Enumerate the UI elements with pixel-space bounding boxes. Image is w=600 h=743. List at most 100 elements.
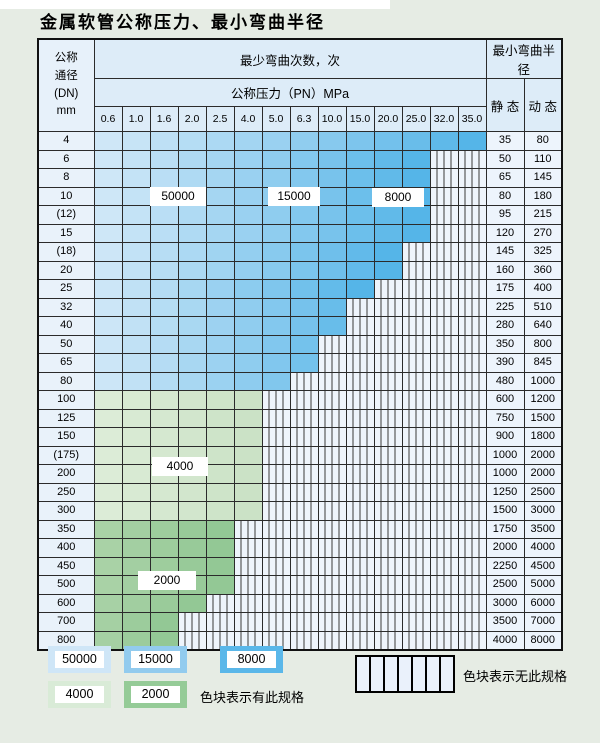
spec-available-cell [177, 538, 207, 558]
spec-unavailable-cell [261, 612, 291, 632]
spec-available-cell [177, 334, 207, 354]
spec-unavailable-cell [457, 334, 487, 354]
dynamic-radius-cell: 1000 [523, 371, 563, 391]
pressure-value-header: 0.6 [93, 106, 123, 132]
spec-available-cell [373, 242, 403, 262]
spec-available-cell [261, 297, 291, 317]
spec-available-cell [233, 353, 263, 373]
spec-unavailable-cell [429, 334, 459, 354]
spec-unavailable-cell [345, 556, 375, 576]
spec-available-cell [373, 149, 403, 169]
spec-available-cell [93, 593, 123, 613]
spec-available-cell [149, 408, 179, 428]
spec-unavailable-cell [429, 575, 459, 595]
static-radius-cell: 65 [485, 168, 525, 188]
spec-available-cell [401, 223, 431, 243]
dynamic-radius-cell: 400 [523, 279, 563, 299]
spec-available-cell [121, 297, 151, 317]
spec-unavailable-cell [429, 408, 459, 428]
spec-available-cell [205, 556, 235, 576]
spec-table: 公称 通径 (DN) mm 最少弯曲次数，次 最小弯曲半径 公称压力（PN）MP… [37, 38, 563, 651]
dynamic-radius-cell: 2500 [523, 482, 563, 502]
spec-available-cell [93, 242, 123, 262]
spec-available-cell [149, 205, 179, 225]
static-radius-cell: 390 [485, 353, 525, 373]
static-radius-cell: 160 [485, 260, 525, 280]
static-radius-cell: 2500 [485, 575, 525, 595]
table-row: 400 2000 4000 [37, 538, 563, 558]
spec-unavailable-cell [401, 519, 431, 539]
spec-unavailable-cell [345, 427, 375, 447]
spec-unavailable-cell [373, 390, 403, 410]
spec-unavailable-cell [429, 519, 459, 539]
table-row: 40 280 640 [37, 316, 563, 336]
spec-unavailable-cell [429, 390, 459, 410]
static-radius-cell: 3500 [485, 612, 525, 632]
spec-unavailable-cell [345, 334, 375, 354]
spec-available-cell [121, 279, 151, 299]
spec-available-cell [205, 445, 235, 465]
dynamic-radius-cell: 800 [523, 334, 563, 354]
spec-unavailable-cell [429, 630, 459, 651]
spec-available-cell [121, 353, 151, 373]
spec-available-cell [149, 519, 179, 539]
spec-available-cell [317, 149, 347, 169]
spec-available-cell [205, 575, 235, 595]
pressure-value-header: 6.3 [289, 106, 319, 132]
spec-available-cell [177, 297, 207, 317]
dn-cell: 100 [37, 390, 95, 410]
spec-available-cell [149, 427, 179, 447]
spec-available-cell [177, 519, 207, 539]
spec-available-cell [93, 519, 123, 539]
spec-available-cell [93, 371, 123, 391]
spec-available-cell [121, 131, 151, 151]
spec-available-cell [93, 445, 123, 465]
static-radius-cell: 95 [485, 205, 525, 225]
spec-unavailable-cell [429, 260, 459, 280]
pressure-value-header: 20.0 [373, 106, 403, 132]
spec-unavailable-cell [317, 427, 347, 447]
spec-available-cell [149, 593, 179, 613]
table-row: 600 3000 6000 [37, 593, 563, 613]
spec-available-cell [261, 334, 291, 354]
spec-unavailable-cell [429, 482, 459, 502]
spec-unavailable-cell [373, 316, 403, 336]
spec-available-cell [93, 205, 123, 225]
spec-unavailable-cell [373, 297, 403, 317]
spec-available-cell [261, 279, 291, 299]
spec-available-cell [121, 464, 151, 484]
spec-unavailable-cell [289, 519, 319, 539]
spec-unavailable-cell [345, 482, 375, 502]
dynamic-radius-cell: 1800 [523, 427, 563, 447]
spec-unavailable-cell [457, 445, 487, 465]
spec-unavailable-cell [345, 464, 375, 484]
spec-unavailable-cell [401, 260, 431, 280]
pressure-value-header: 25.0 [401, 106, 431, 132]
spec-unavailable-cell [373, 334, 403, 354]
spec-available-cell [149, 390, 179, 410]
table-row: 350 1750 3500 [37, 519, 563, 539]
spec-available-cell [93, 408, 123, 428]
dn-header-line: 通径 [54, 69, 78, 82]
spec-unavailable-cell [457, 556, 487, 576]
table-row: 80 480 1000 [37, 371, 563, 391]
static-radius-cell: 600 [485, 390, 525, 410]
spec-unavailable-cell [289, 593, 319, 613]
spec-unavailable-cell [429, 168, 459, 188]
dynamic-radius-cell: 270 [523, 223, 563, 243]
spec-available-cell [121, 593, 151, 613]
dn-cell: 65 [37, 353, 95, 373]
table-row: 125 750 1500 [37, 408, 563, 428]
dn-cell: 700 [37, 612, 95, 632]
spec-available-cell [289, 297, 319, 317]
table-row: 800 4000 8000 [37, 630, 563, 651]
dn-cell: 15 [37, 223, 95, 243]
spec-unavailable-cell [429, 593, 459, 613]
dn-header: 公称 通径 (DN) mm [37, 38, 95, 132]
spec-unavailable-cell [345, 316, 375, 336]
spec-unavailable-cell [373, 445, 403, 465]
cycle-count-label: 4000 [152, 457, 208, 476]
static-radius-cell: 35 [485, 131, 525, 151]
spec-available-cell [261, 353, 291, 373]
spec-available-cell [177, 168, 207, 188]
